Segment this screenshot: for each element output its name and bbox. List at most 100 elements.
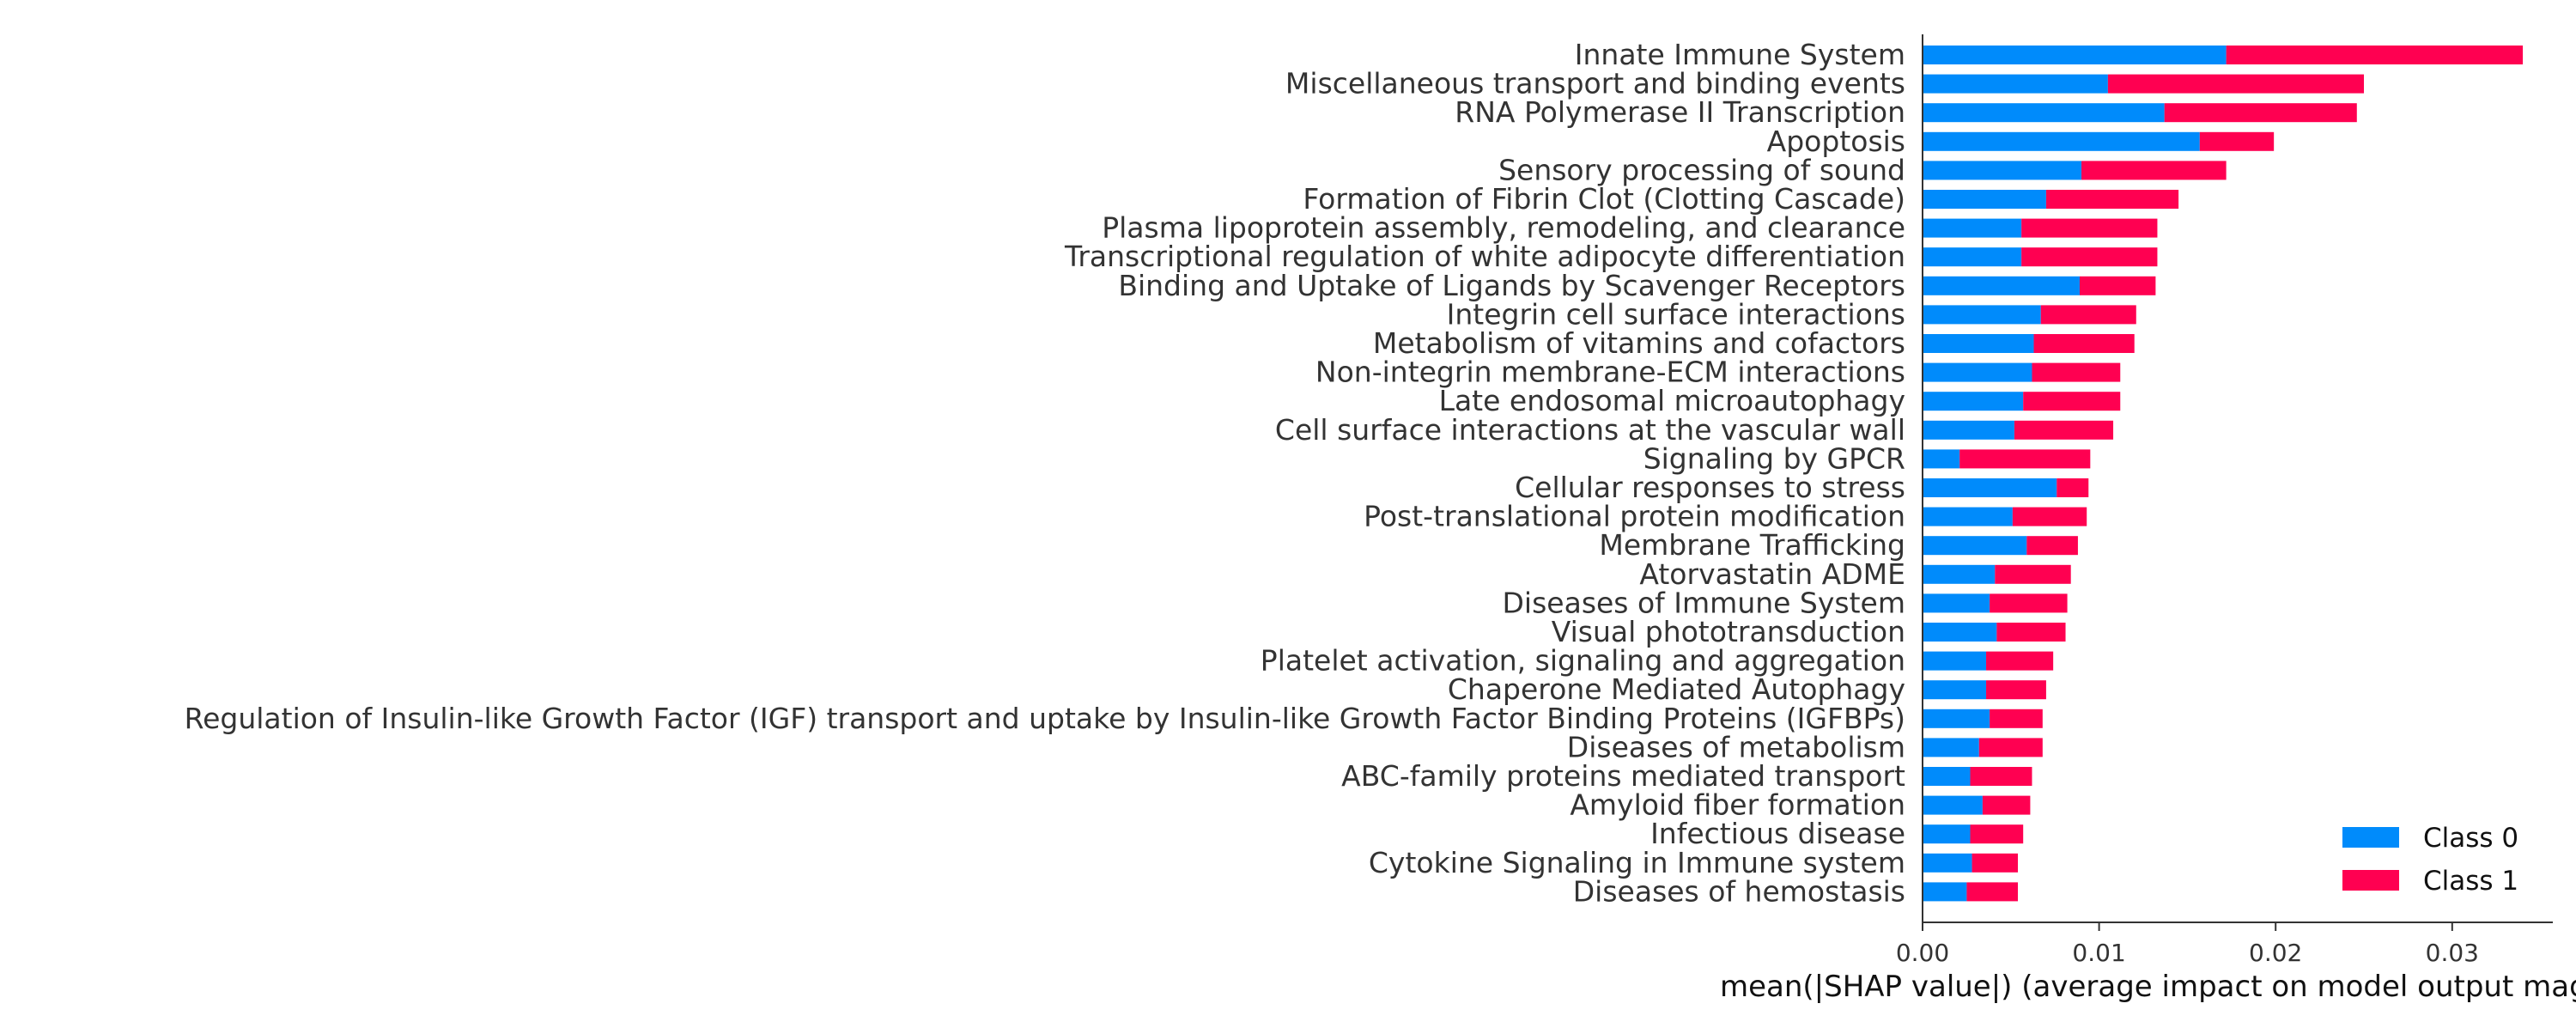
bar-segment-class-1 (1996, 623, 2066, 642)
x-tick-label: 0.00 (1896, 939, 1949, 967)
legend-swatch-class-1 (2342, 870, 2399, 891)
bar-segment-class-0 (1923, 362, 2032, 382)
category-label: Miscellaneous transport and binding even… (1285, 67, 1905, 100)
bar-segment-class-0 (1923, 478, 2057, 497)
category-label: Innate Immune System (1575, 38, 1905, 71)
legend-label-class-0: Class 0 (2423, 823, 2518, 854)
bar-segment-class-0 (1923, 392, 2024, 411)
category-label: Cell surface interactions at the vascula… (1275, 413, 1905, 447)
legend: Class 0 Class 1 (2342, 823, 2518, 897)
bar-segment-class-0 (1923, 74, 2108, 94)
bar-segment-class-0 (1923, 218, 2022, 238)
category-label: Regulation of Insulin-like Growth Factor… (185, 702, 1905, 735)
category-label: Membrane Trafficking (1599, 528, 1905, 562)
bar-segment-class-0 (1923, 795, 1983, 815)
bar-segment-class-0 (1923, 305, 2041, 325)
bar-segment-class-1 (2164, 103, 2357, 123)
bar-segment-class-1 (2081, 161, 2227, 180)
bar-segment-class-0 (1923, 651, 1987, 671)
bar-segment-class-1 (2045, 190, 2179, 209)
bar-segment-class-1 (2026, 536, 2078, 556)
legend-label-class-1: Class 1 (2423, 866, 2518, 897)
bar-segment-class-0 (1923, 46, 2227, 64)
bar-segment-class-0 (1923, 420, 2014, 440)
category-label: Formation of Fibrin Clot (Clotting Casca… (1303, 182, 1905, 216)
bar-segment-class-1 (1990, 593, 2068, 613)
bar-segment-class-0 (1923, 507, 2013, 526)
bar-segment-class-0 (1923, 276, 2080, 295)
bar-segment-class-1 (1971, 853, 2019, 873)
bar-segment-class-0 (1923, 853, 1972, 873)
category-label: Platelet activation, signaling and aggre… (1261, 644, 1905, 678)
bar-segment-class-1 (1995, 564, 2071, 584)
bar-segment-class-0 (1923, 882, 1967, 902)
bar-segment-class-0 (1923, 593, 1990, 613)
bar-segment-class-1 (1982, 795, 2031, 815)
legend-swatch-class-0 (2342, 827, 2399, 848)
bar-segment-class-0 (1923, 824, 1971, 844)
bar-segment-class-0 (1923, 680, 1987, 700)
category-label: Diseases of metabolism (1567, 730, 1905, 763)
bar-segment-class-1 (2021, 247, 2158, 267)
category-label: Integrin cell surface interactions (1447, 297, 1905, 331)
category-label: Cytokine Signaling in Immune system (1369, 846, 1905, 879)
bars-layer (1923, 46, 2524, 902)
category-label: Late endosomal microautophagy (1439, 384, 1905, 417)
category-label: Amyloid fiber formation (1570, 788, 1905, 822)
bar-segment-class-1 (1959, 449, 2091, 469)
bar-segment-class-1 (2032, 362, 2121, 382)
bar-segment-class-1 (1978, 738, 2043, 757)
x-tick-label: 0.03 (2426, 939, 2479, 967)
category-label: Signaling by GPCR (1643, 441, 1905, 475)
bar-segment-class-0 (1923, 334, 2034, 353)
bar-segment-class-1 (2226, 46, 2524, 64)
bar-segment-class-0 (1923, 623, 1997, 642)
bar-segment-class-1 (2023, 392, 2121, 411)
category-label: Post-translational protein modification (1364, 500, 1905, 533)
category-label: Infectious disease (1650, 817, 1905, 850)
category-label: ABC-family proteins mediated transport (1341, 759, 1905, 793)
category-label: Apoptosis (1767, 125, 1905, 158)
bar-segment-class-0 (1923, 190, 2046, 209)
x-tick-label: 0.01 (2072, 939, 2125, 967)
category-label: Atorvastatin ADME (1639, 557, 1905, 591)
category-label: Non-integrin membrane-ECM interactions (1315, 356, 1905, 389)
x-axis-title: mean(|SHAP value|) (average impact on mo… (1720, 970, 2576, 1004)
bar-segment-class-1 (2199, 131, 2275, 151)
bar-segment-class-1 (1970, 824, 2024, 844)
bar-segment-class-1 (1966, 882, 2019, 902)
bar-segment-class-0 (1923, 738, 1979, 757)
bar-segment-class-1 (2021, 218, 2158, 238)
category-label: Binding and Uptake of Ligands by Scaveng… (1118, 269, 1905, 302)
category-label: RNA Polymerase II Transcription (1455, 95, 1905, 129)
bar-segment-class-1 (1990, 709, 2043, 728)
bar-segment-class-1 (1970, 767, 2032, 786)
category-label: Diseases of Immune System (1503, 586, 1905, 619)
category-label: Metabolism of vitamins and cofactors (1373, 326, 1905, 360)
category-label: Plasma lipoprotein assembly, remodeling,… (1102, 211, 1905, 245)
category-label: Cellular responses to stress (1515, 471, 1905, 504)
bar-segment-class-1 (1986, 680, 2046, 700)
bar-segment-class-0 (1923, 161, 2082, 180)
bar-segment-class-1 (2014, 420, 2114, 440)
bar-segment-class-1 (1986, 651, 2054, 671)
category-label: Diseases of hemostasis (1573, 874, 1905, 908)
x-ticks-layer: 0.00 0.01 0.02 0.03 (1896, 922, 2479, 967)
bar-segment-class-1 (2012, 507, 2087, 526)
bar-segment-class-1 (2057, 478, 2089, 497)
bar-segment-class-1 (2079, 276, 2156, 295)
bar-segment-class-0 (1923, 564, 1996, 584)
bar-segment-class-0 (1923, 131, 2200, 151)
bar-segment-class-1 (2107, 74, 2364, 94)
bar-segment-class-1 (2033, 334, 2135, 353)
category-label: Sensory processing of sound (1498, 153, 1905, 186)
bar-segment-class-0 (1923, 449, 1960, 469)
bar-segment-class-0 (1923, 536, 2027, 556)
bar-segment-class-0 (1923, 709, 1990, 728)
bar-segment-class-1 (2040, 305, 2136, 325)
bar-segment-class-0 (1923, 247, 2022, 267)
bar-segment-class-0 (1923, 767, 1971, 786)
